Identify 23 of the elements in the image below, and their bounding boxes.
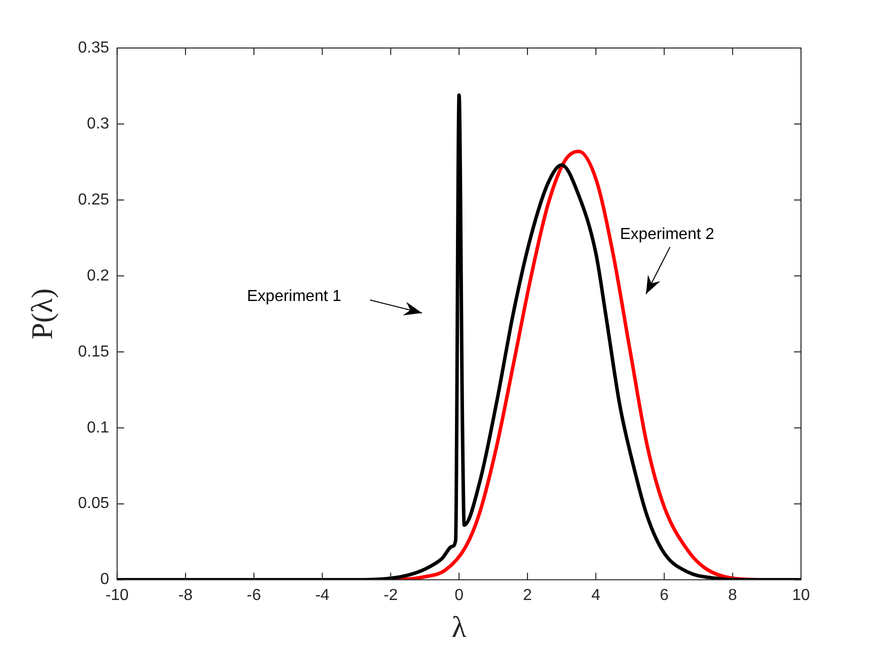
x-tick-label: 2	[523, 586, 532, 604]
y-tick-label: 0.3	[86, 115, 110, 132]
x-tick-label: -4	[315, 586, 330, 604]
annotation: Experiment 1	[247, 288, 342, 306]
y-axis-title: P(λ)	[26, 288, 59, 340]
y-tick-label: 0.2	[86, 267, 110, 284]
y-tick-label: 0	[100, 571, 110, 588]
x-tick-label: -10	[106, 586, 129, 604]
x-tick-label: 4	[591, 586, 600, 604]
x-tick-label: -6	[246, 586, 262, 604]
annotation: Experiment 2	[620, 226, 714, 244]
x-tick-label: -8	[178, 586, 193, 604]
y-tick-label: 0.25	[78, 191, 110, 208]
y-tick-label: 0.1	[86, 419, 110, 436]
x-tick-label: 8	[728, 586, 738, 604]
x-axis-title: λ	[452, 610, 467, 644]
x-tick-label: 10	[792, 586, 810, 604]
y-tick-label: 0.15	[78, 343, 110, 360]
x-tick-label: 0	[454, 586, 464, 604]
x-tick-label: 6	[660, 586, 669, 604]
x-tick-label: -2	[384, 586, 398, 604]
y-tick-label: 0.35	[78, 39, 110, 56]
y-tick-label: 0.05	[78, 495, 110, 512]
